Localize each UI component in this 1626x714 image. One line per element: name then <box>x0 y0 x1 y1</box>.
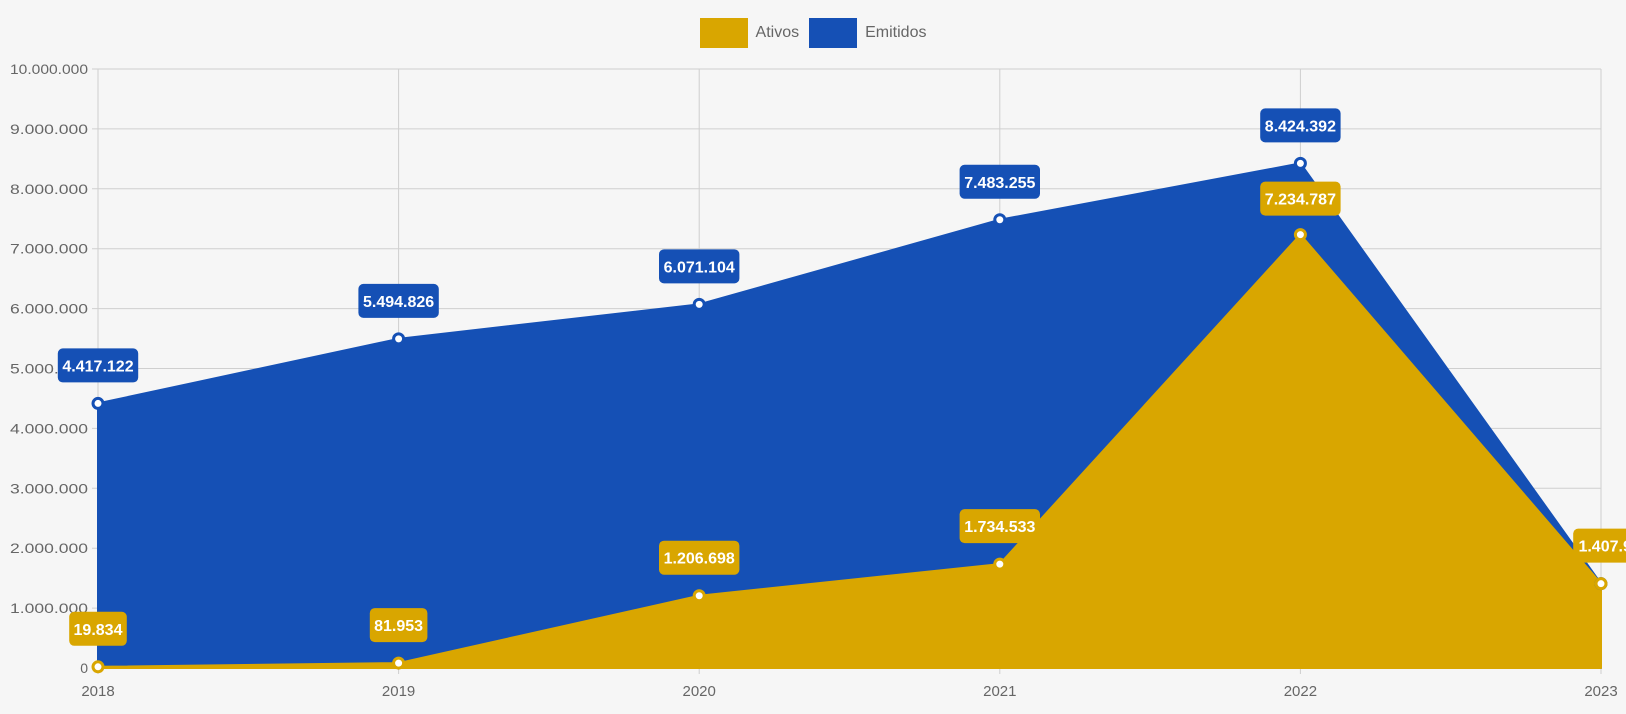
y-tick-label: 7.000.000 <box>10 241 88 257</box>
x-tick-label: 2019 <box>382 683 415 700</box>
y-tick-label: 9.000.000 <box>10 121 88 137</box>
data-label-ativos-box <box>69 611 127 646</box>
y-tick-label: 6.000.000 <box>10 301 88 317</box>
legend-swatch-emitidos <box>809 18 858 48</box>
data-label-ativos: 81.953 <box>369 608 428 643</box>
data-point-ativos[interactable] <box>692 589 706 603</box>
data-point-emitidos[interactable] <box>91 396 105 410</box>
data-label-ativos: 1.734.533 <box>959 509 1040 544</box>
x-tick-label: 2018 <box>81 683 114 700</box>
data-label-emitidos-box <box>358 283 439 318</box>
y-tick-label: 3.000.000 <box>10 480 88 496</box>
data-label-ativos-text: 1.407.96 <box>1578 539 1626 556</box>
data-label-emitidos: 7.483.255 <box>959 164 1040 199</box>
y-tick-label: 4.000.000 <box>10 420 88 436</box>
data-label-ativos-box <box>959 509 1040 544</box>
data-label-ativos: 1.407.96 <box>1573 528 1626 563</box>
x-tick-label: 2020 <box>683 683 716 700</box>
data-label-ativos-text: 7.234.787 <box>1265 192 1336 209</box>
data-label-emitidos: 5.494.826 <box>358 283 439 318</box>
data-point-ativos[interactable] <box>993 557 1007 571</box>
data-label-ativos-text: 1.734.533 <box>964 519 1035 536</box>
data-label-emitidos-text: 7.483.255 <box>964 175 1035 192</box>
x-tick-label: 2021 <box>983 683 1016 700</box>
data-point-ativos[interactable] <box>392 656 406 670</box>
data-label-ativos: 7.234.787 <box>1260 181 1341 216</box>
legend-swatch-ativos <box>699 18 748 48</box>
data-label-emitidos-text: 8.424.392 <box>1265 118 1336 135</box>
data-label-ativos-box <box>1573 528 1626 563</box>
data-label-ativos-box <box>369 608 428 643</box>
y-tick-label: 0 <box>80 660 88 676</box>
x-tick-label: 2022 <box>1284 683 1317 700</box>
data-label-ativos: 1.206.698 <box>659 540 740 575</box>
y-tick-label: 10.000.000 <box>10 61 88 77</box>
data-point-ativos[interactable] <box>1594 577 1608 591</box>
legend: Ativos Emitidos <box>0 18 1626 48</box>
data-label-emitidos: 8.424.392 <box>1260 108 1341 143</box>
data-label-emitidos-text: 5.494.826 <box>363 294 434 311</box>
data-point-emitidos[interactable] <box>392 332 406 346</box>
legend-label-emitidos: Emitidos <box>865 24 927 41</box>
data-label-ativos-text: 1.206.698 <box>664 551 735 568</box>
data-label-ativos-box <box>1260 181 1341 216</box>
y-tick-label: 8.000.000 <box>10 181 88 197</box>
data-point-emitidos[interactable] <box>692 297 706 311</box>
data-point-ativos[interactable] <box>91 660 105 674</box>
data-label-emitidos: 4.417.122 <box>57 348 139 383</box>
data-label-emitidos-box <box>1260 108 1341 143</box>
x-tick-label: 2023 <box>1584 683 1617 700</box>
data-point-emitidos[interactable] <box>1293 156 1307 170</box>
data-label-emitidos-box <box>57 348 139 383</box>
data-label-emitidos-text: 4.417.122 <box>62 358 133 375</box>
data-label-ativos-text: 19.834 <box>74 622 123 639</box>
data-label-ativos-box <box>659 540 740 575</box>
data-label-ativos-text: 81.953 <box>374 618 423 635</box>
y-tick-label: 2.000.000 <box>10 540 88 556</box>
data-label-emitidos-text: 6.071.104 <box>664 259 735 276</box>
data-label-emitidos: 6.071.104 <box>659 249 740 284</box>
data-label-ativos: 19.834 <box>69 611 127 646</box>
legend-item-ativos[interactable]: Ativos <box>699 18 800 48</box>
data-point-ativos[interactable] <box>1293 228 1307 242</box>
legend-label-ativos: Ativos <box>755 24 800 41</box>
data-label-emitidos-box <box>959 164 1040 199</box>
y-tick-label: 1.000.000 <box>10 600 88 616</box>
data-label-emitidos-box <box>659 249 740 284</box>
legend-item-emitidos[interactable]: Emitidos <box>809 18 926 48</box>
data-point-emitidos[interactable] <box>993 213 1007 227</box>
